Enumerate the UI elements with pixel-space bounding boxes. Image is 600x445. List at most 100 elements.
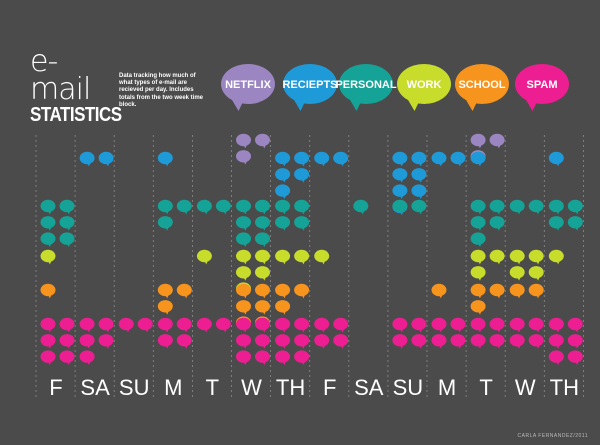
dot-reciepts xyxy=(98,151,114,167)
dot-personal xyxy=(470,216,486,231)
dot-spam xyxy=(314,317,330,333)
dot-personal xyxy=(40,216,56,231)
dot-school xyxy=(236,300,251,315)
dot-spam xyxy=(40,334,56,349)
dot-reciepts xyxy=(548,151,564,167)
dot-work xyxy=(255,266,270,281)
dot-work xyxy=(528,249,544,265)
dot-spam xyxy=(470,317,486,333)
dot-spam xyxy=(567,350,583,365)
dot-reciepts xyxy=(294,168,310,183)
dot-spam xyxy=(333,334,349,349)
dot-spam xyxy=(236,317,251,333)
legend-label: SPAM xyxy=(527,79,558,91)
dot-work xyxy=(509,249,525,265)
dot-personal xyxy=(196,199,212,215)
dot-spam xyxy=(275,317,291,333)
dot-spam xyxy=(470,334,486,349)
dot-spam xyxy=(59,317,75,333)
dot-spam xyxy=(98,317,114,333)
day-label: SU xyxy=(119,375,150,400)
dot-spam xyxy=(509,317,525,333)
dot-school xyxy=(275,283,291,299)
dot-spam xyxy=(40,317,56,333)
dot-spam xyxy=(255,350,270,365)
dot-school xyxy=(489,283,505,299)
dot-personal xyxy=(59,199,75,215)
dot-personal xyxy=(470,232,486,247)
dot-spam xyxy=(275,334,291,349)
day-label: SA xyxy=(354,375,384,400)
dot-reciepts xyxy=(314,151,330,167)
dot-work xyxy=(236,266,251,281)
dot-spam xyxy=(275,350,291,365)
dot-netflix xyxy=(255,133,270,149)
dot-work xyxy=(255,249,270,265)
dot-spam xyxy=(79,317,95,333)
dot-school xyxy=(431,283,447,299)
dot-spam xyxy=(79,334,95,349)
dot-spam xyxy=(548,350,564,365)
dot-reciepts xyxy=(275,168,291,183)
dot-netflix xyxy=(236,133,251,149)
legend-label: PERSONAL xyxy=(335,79,396,91)
dot-netflix xyxy=(489,133,505,149)
dot-personal xyxy=(59,216,75,231)
dot-personal xyxy=(528,199,544,215)
dot-school xyxy=(470,283,486,299)
dot-personal xyxy=(157,216,173,231)
dot-spam xyxy=(392,334,408,349)
dot-personal xyxy=(255,199,270,215)
dot-work xyxy=(40,249,56,265)
dot-spam xyxy=(294,317,310,333)
dot-personal xyxy=(236,216,251,231)
dot-school xyxy=(157,300,173,315)
dot-personal xyxy=(236,199,251,215)
dot-personal xyxy=(294,216,310,231)
dot-spam xyxy=(392,317,408,333)
day-label: M xyxy=(438,375,456,400)
legend-item-school: SCHOOL xyxy=(455,64,509,111)
dot-spam xyxy=(118,317,134,333)
dot-work xyxy=(236,249,251,265)
dot-spam xyxy=(59,350,75,365)
day-label: SA xyxy=(80,375,110,400)
dot-school xyxy=(40,283,56,299)
dot-work xyxy=(314,249,330,265)
dot-spam xyxy=(489,317,505,333)
dot-work xyxy=(470,249,486,265)
dot-personal xyxy=(40,232,56,247)
dot-personal xyxy=(59,232,75,247)
dot-school xyxy=(157,283,173,299)
dot-spam xyxy=(215,317,231,333)
dot-personal xyxy=(567,216,583,231)
dot-spam xyxy=(255,317,270,333)
dot-work xyxy=(196,249,212,265)
dot-school xyxy=(509,283,525,299)
dot-personal xyxy=(255,232,270,247)
credit: CARLA FERNANDEZ/2011 xyxy=(517,433,588,439)
dot-personal xyxy=(411,199,427,215)
dot-school xyxy=(528,283,544,299)
dot-reciepts xyxy=(157,151,173,167)
dot-spam xyxy=(509,334,525,349)
dot-school xyxy=(255,283,270,299)
dot-work xyxy=(275,249,291,265)
legend-item-work: WORK xyxy=(397,64,451,111)
dot-personal xyxy=(275,199,291,215)
dot-personal xyxy=(236,232,251,247)
dot-spam xyxy=(79,350,95,365)
day-label: F xyxy=(323,375,336,400)
dot-personal xyxy=(157,199,173,215)
dot-spam xyxy=(294,350,310,365)
dot-reciepts xyxy=(275,184,291,199)
dot-school xyxy=(176,283,192,299)
legend-label: WORK xyxy=(407,79,442,91)
dot-spam xyxy=(567,334,583,349)
dot-netflix xyxy=(470,133,486,149)
dot-personal xyxy=(275,216,291,231)
legend-item-personal: PERSONAL xyxy=(335,64,397,111)
day-label: TH xyxy=(550,375,579,400)
description: Data tracking how much of what types of … xyxy=(119,73,204,108)
